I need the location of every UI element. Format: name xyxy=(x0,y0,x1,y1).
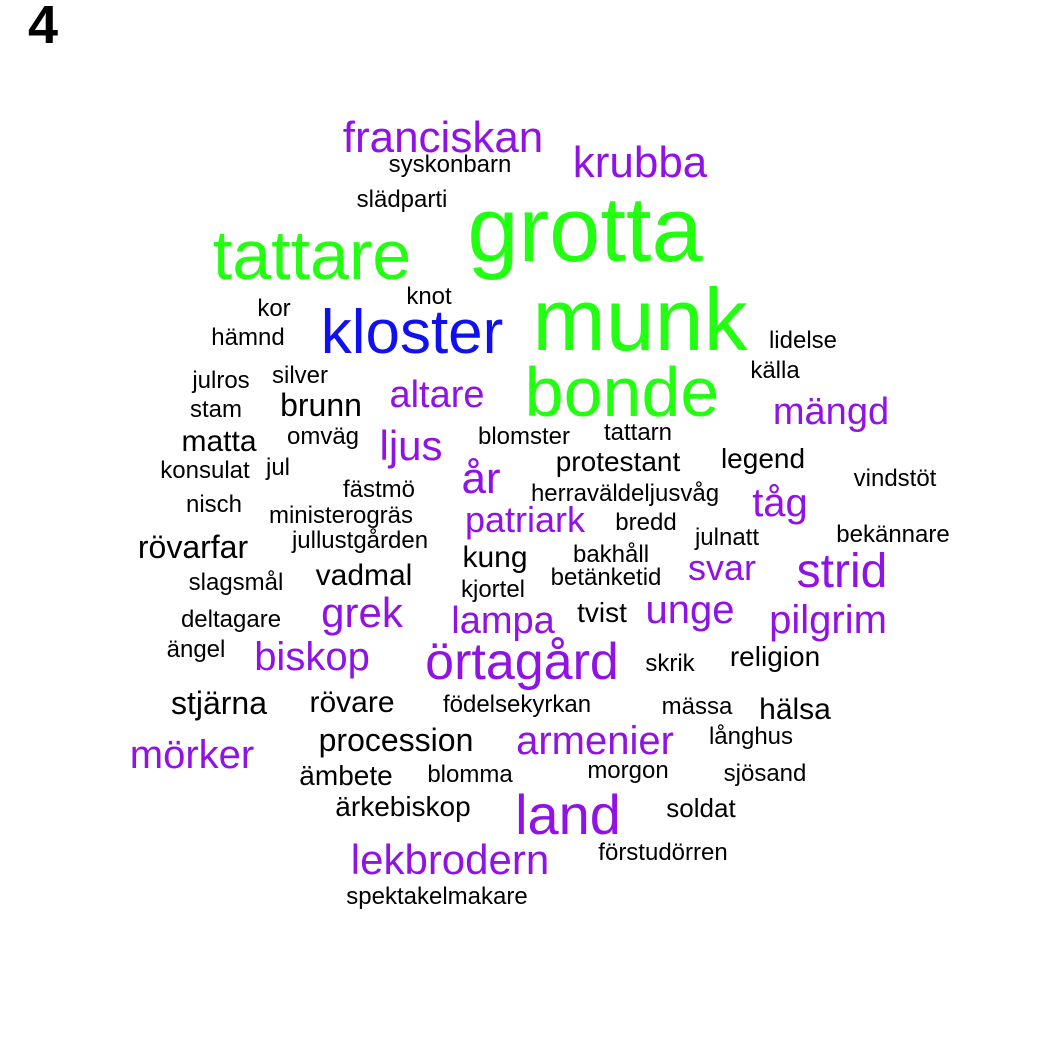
cloud-word: år xyxy=(461,454,501,503)
cloud-word: örtagård xyxy=(425,633,619,691)
cloud-word: bonde xyxy=(524,353,720,431)
cloud-word: land xyxy=(515,783,621,846)
cloud-word: unge xyxy=(645,588,735,632)
cloud-word: förstudörren xyxy=(598,839,728,866)
cloud-word: ämbete xyxy=(299,760,393,791)
cloud-word: protestant xyxy=(555,446,681,477)
cloud-word: jullustgården xyxy=(291,527,429,554)
cloud-word: ärkebiskop xyxy=(335,791,471,822)
cloud-word: herraväldeljusvåg xyxy=(530,480,720,507)
cloud-word: stjärna xyxy=(170,685,268,721)
cloud-word: syskonbarn xyxy=(388,151,512,178)
cloud-word: rövare xyxy=(309,686,395,719)
cloud-word: tattarn xyxy=(603,419,673,446)
cloud-word: kjortel xyxy=(460,576,526,603)
cloud-word: religion xyxy=(729,641,821,672)
cloud-word: mängd xyxy=(772,391,890,433)
cloud-word: kor xyxy=(257,295,291,322)
cloud-word: sjösand xyxy=(723,760,807,787)
cloud-word: rövarfar xyxy=(137,529,249,565)
cloud-word: betänketid xyxy=(550,564,662,591)
cloud-word: ängel xyxy=(166,636,226,663)
cloud-word: bakhåll xyxy=(572,541,650,568)
cloud-word: ljus xyxy=(379,422,443,469)
cloud-word: procession xyxy=(318,722,474,758)
cloud-word: bekännare xyxy=(836,521,950,548)
cloud-word: omväg xyxy=(286,423,360,450)
cloud-word: altare xyxy=(389,374,485,416)
cloud-word: grotta xyxy=(467,179,703,281)
cloud-word: hämnd xyxy=(211,324,285,351)
cloud-word: mässa xyxy=(661,693,733,720)
cloud-word: soldat xyxy=(666,793,736,823)
cloud-word: nisch xyxy=(185,491,243,518)
cloud-word: konsulat xyxy=(160,457,250,484)
cloud-word: munk xyxy=(532,270,748,369)
cloud-word: blomster xyxy=(477,423,571,450)
cloud-word: tvist xyxy=(577,597,627,628)
cloud-word: krubba xyxy=(572,138,708,187)
cloud-word: knot xyxy=(406,283,452,310)
cloud-word: lampa xyxy=(451,600,555,642)
cloud-word: armenier xyxy=(516,719,674,763)
cloud-word: fästmö xyxy=(342,476,416,503)
cloud-word: bredd xyxy=(615,509,677,536)
cloud-word: matta xyxy=(181,425,257,458)
cloud-word: julros xyxy=(192,367,250,394)
cloud-word: strid xyxy=(796,545,888,598)
cloud-word: ministerogräs xyxy=(268,502,414,529)
cloud-word: stam xyxy=(189,396,243,423)
cloud-word: långhus xyxy=(708,723,794,750)
panel-label: 4 xyxy=(28,0,59,55)
cloud-word: biskop xyxy=(254,635,370,679)
cloud-word: morgon xyxy=(587,757,669,784)
cloud-word: legend xyxy=(720,443,806,474)
cloud-word: mörker xyxy=(129,733,255,777)
cloud-word: tattare xyxy=(212,216,412,294)
cloud-word: födelsekyrkan xyxy=(442,691,592,718)
cloud-word: brunn xyxy=(280,387,362,423)
cloud-word: blomma xyxy=(427,761,513,788)
cloud-word: lidelse xyxy=(768,327,838,354)
cloud-word: pilgrim xyxy=(769,598,887,642)
cloud-word: deltagare xyxy=(180,606,282,633)
cloud-word: grek xyxy=(321,589,403,636)
cloud-word: slädparti xyxy=(356,186,448,213)
cloud-word: kloster xyxy=(320,298,504,367)
cloud-word: franciskan xyxy=(342,113,544,162)
cloud-word: vindstöt xyxy=(853,465,937,492)
cloud-word: patriark xyxy=(464,499,586,540)
cloud-word: slagsmål xyxy=(188,569,284,596)
cloud-word: lekbrodern xyxy=(350,836,550,883)
cloud-word: tåg xyxy=(752,481,808,525)
cloud-word: jul xyxy=(265,454,291,481)
cloud-word: spektakelmakare xyxy=(346,883,528,910)
cloud-word: svar xyxy=(687,547,757,588)
cloud-word: kung xyxy=(462,541,528,574)
cloud-word: silver xyxy=(271,362,329,389)
cloud-word: källa xyxy=(750,357,800,384)
cloud-word: skrik xyxy=(645,650,695,677)
cloud-word: julnatt xyxy=(694,524,760,551)
cloud-word: vadmal xyxy=(315,559,413,592)
cloud-word: hälsa xyxy=(759,693,831,726)
